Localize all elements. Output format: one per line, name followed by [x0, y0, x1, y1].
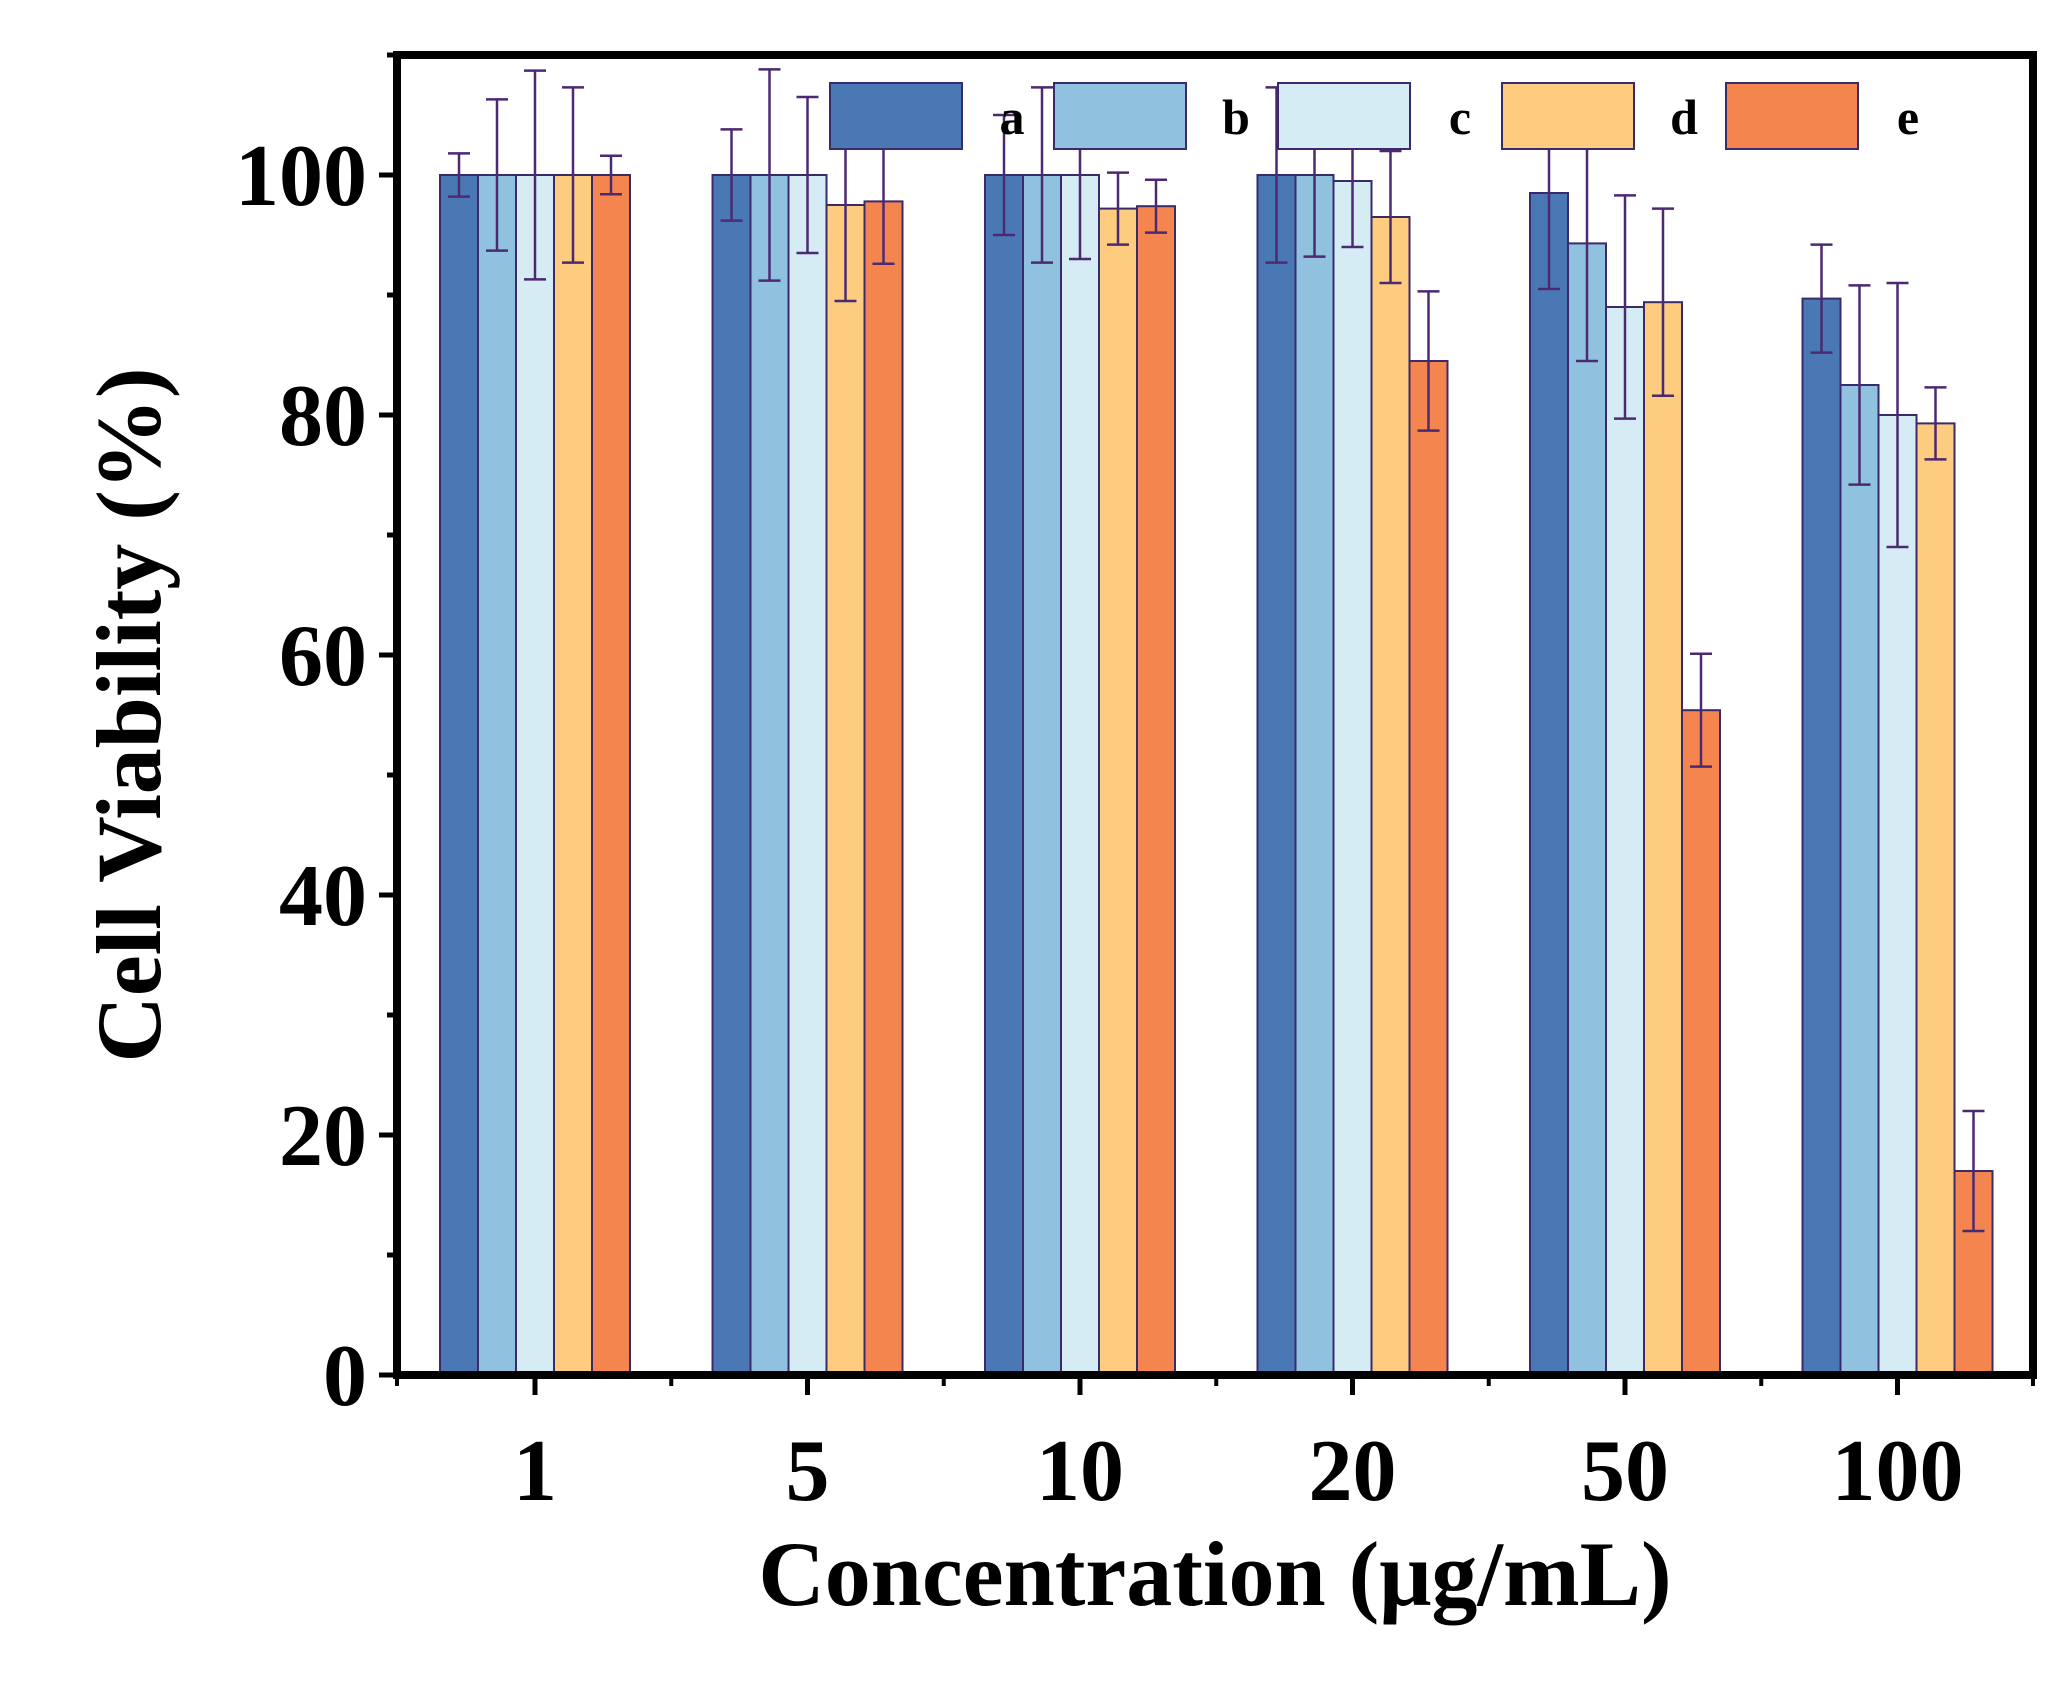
legend-swatch-e — [1725, 82, 1859, 150]
y-axis-ticks: 0 20 40 60 80 100 — [235, 52, 397, 1425]
error-bar-b-10 — [1031, 86, 1053, 264]
y-axis-title: Cell Viability (%) — [78, 367, 180, 1062]
legend-item-b: b — [1053, 82, 1250, 150]
plot-frame — [393, 51, 2037, 1379]
legend-label-e: e — [1897, 89, 1919, 145]
bar-d-5 — [825, 204, 866, 1376]
legend-swatch-d — [1501, 82, 1635, 150]
y-tick-label-60: 60 — [279, 608, 367, 705]
bar-b-100 — [1839, 384, 1880, 1376]
bar-a-20 — [1256, 174, 1297, 1376]
x-axis-title: Concentration (μg/mL) — [758, 1523, 1671, 1625]
error-bar-d-20 — [1379, 149, 1402, 285]
error-bars-layer — [448, 68, 1985, 1233]
x-tick-label-5: 5 — [786, 1423, 830, 1520]
error-bar-c-1 — [524, 69, 546, 281]
legend-label-d: d — [1670, 89, 1698, 145]
error-bar-a-100 — [1810, 243, 1833, 354]
legend-item-a: a — [829, 82, 1025, 150]
bar-c-100 — [1877, 414, 1918, 1376]
bar-d-10 — [1098, 207, 1138, 1377]
bar-a-50 — [1529, 192, 1569, 1376]
error-bar-e-50 — [1690, 652, 1712, 768]
bar-b-5 — [749, 174, 790, 1376]
error-bar-e-100 — [1962, 1109, 1985, 1233]
bar-c-10 — [1060, 174, 1100, 1376]
error-bar-e-1 — [600, 154, 622, 196]
bar-d-50 — [1643, 301, 1683, 1377]
error-bar-d-100 — [1924, 386, 1947, 461]
error-bar-e-10 — [1145, 178, 1167, 234]
bar-e-5 — [863, 200, 904, 1376]
x-tick-label-10: 10 — [1036, 1423, 1124, 1520]
bar-b-20 — [1294, 174, 1335, 1376]
bar-a-5 — [711, 174, 752, 1376]
bar-c-50 — [1605, 306, 1645, 1376]
error-bar-c-100 — [1886, 281, 1909, 549]
legend-label-c: c — [1449, 89, 1471, 145]
error-bar-d-10 — [1107, 171, 1129, 246]
bar-e-10 — [1136, 205, 1176, 1377]
y-tick-label-20: 20 — [279, 1088, 367, 1185]
y-tick-label-80: 80 — [279, 368, 367, 465]
bar-a-10 — [984, 174, 1024, 1376]
error-bar-d-1 — [562, 86, 584, 264]
bar-a-100 — [1801, 297, 1842, 1377]
bar-c-5 — [787, 174, 828, 1376]
bar-b-50 — [1567, 242, 1607, 1376]
error-bar-a-1 — [448, 152, 470, 198]
error-bar-c-5 — [796, 95, 819, 255]
legend-label-a: a — [1000, 89, 1025, 145]
legend-item-e: e — [1725, 82, 1919, 150]
bar-c-1 — [515, 174, 555, 1376]
bar-e-1 — [591, 174, 631, 1376]
x-axis-ticks: 1 5 10 20 50 100 — [395, 1375, 2035, 1520]
error-bar-b-5 — [758, 68, 781, 282]
bar-c-20 — [1332, 180, 1373, 1376]
error-bar-b-100 — [1848, 284, 1871, 486]
bar-d-100 — [1915, 422, 1956, 1376]
bars-layer — [439, 174, 1994, 1377]
legend-swatch-a — [829, 82, 963, 150]
x-tick-label-1: 1 — [513, 1423, 557, 1520]
error-bar-d-50 — [1652, 207, 1674, 398]
legend-swatch-c — [1277, 82, 1411, 150]
bar-d-20 — [1370, 216, 1411, 1376]
y-tick-label-100: 100 — [235, 128, 367, 225]
error-bar-a-10 — [993, 113, 1015, 237]
legend-label-b: b — [1222, 89, 1250, 145]
x-tick-label-100: 100 — [1832, 1423, 1964, 1520]
bar-d-1 — [553, 174, 593, 1376]
bar-e-20 — [1408, 360, 1449, 1376]
y-tick-label-40: 40 — [279, 848, 367, 945]
legend: a b c d e — [829, 82, 1919, 150]
legend-item-c: c — [1277, 82, 1471, 150]
legend-swatch-b — [1053, 82, 1187, 150]
legend-item-d: d — [1501, 82, 1698, 150]
bar-b-10 — [1022, 174, 1062, 1376]
error-bar-e-20 — [1417, 290, 1440, 432]
error-bar-b-1 — [486, 98, 508, 252]
x-tick-label-20: 20 — [1309, 1423, 1397, 1520]
bar-b-1 — [477, 174, 517, 1376]
bar-e-50 — [1681, 709, 1721, 1376]
bar-a-1 — [439, 174, 479, 1376]
y-tick-label-0: 0 — [323, 1328, 367, 1425]
error-bar-a-5 — [720, 128, 743, 222]
error-bar-c-50 — [1614, 194, 1636, 420]
x-tick-label-50: 50 — [1581, 1423, 1669, 1520]
